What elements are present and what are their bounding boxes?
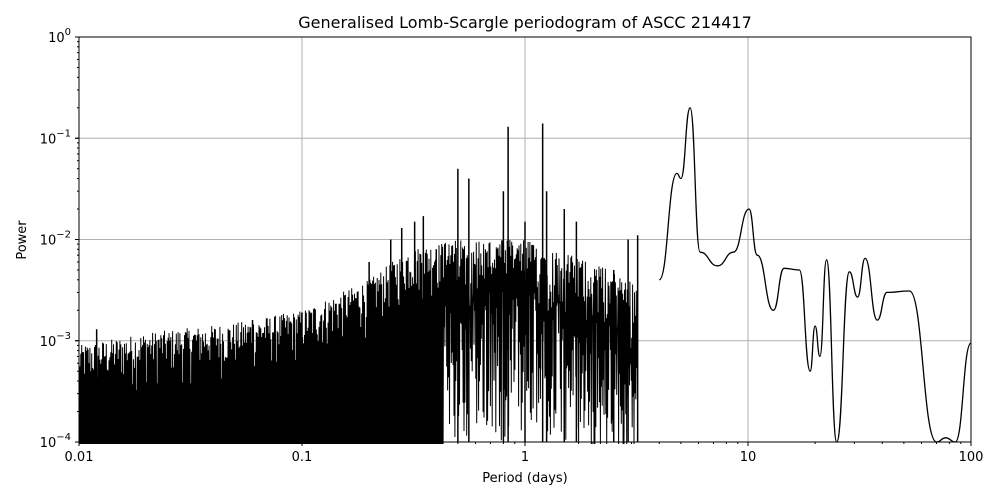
y-axis-ticks: 10−4 10−3 10−2 10−1 100 (40, 27, 79, 451)
x-tick-label: 10 (740, 450, 757, 465)
x-tick-label: 100 (959, 450, 984, 465)
y-tick-label: 10−4 (40, 432, 71, 451)
x-tick-label: 1 (521, 450, 529, 465)
y-tick-label: 10−1 (40, 128, 71, 147)
x-tick-label: 0.1 (292, 450, 313, 465)
y-axis-label: Power (15, 220, 30, 260)
periodogram-curve (78, 107, 972, 445)
x-axis-label: Period (days) (482, 471, 568, 486)
x-tick-label: 0.01 (65, 450, 94, 465)
y-tick-label: 100 (48, 27, 71, 46)
y-tick-label: 10−3 (40, 331, 71, 350)
chart-title: Generalised Lomb-Scargle periodogram of … (298, 13, 752, 32)
y-tick-label: 10−2 (40, 230, 71, 249)
x-axis-ticks: 0.01 0.1 1 10 100 (65, 442, 984, 465)
